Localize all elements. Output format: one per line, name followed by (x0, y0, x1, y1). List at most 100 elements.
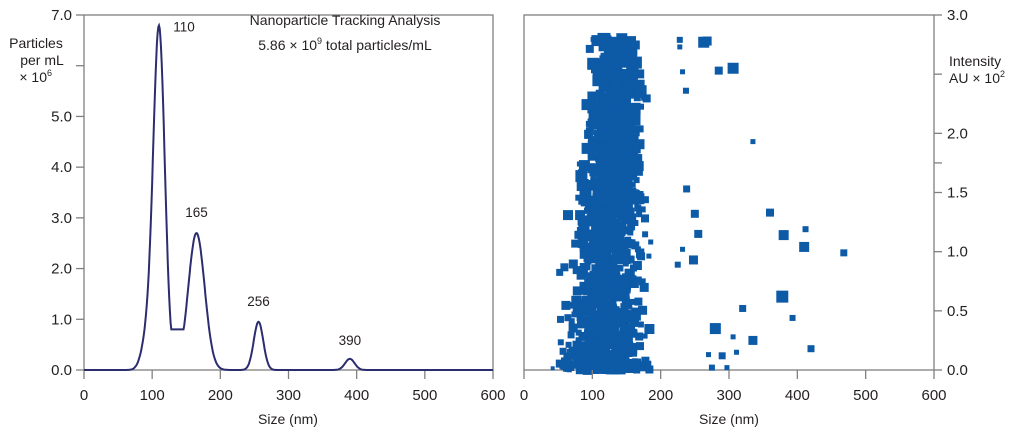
scatter-point (571, 311, 578, 318)
scatter-point (573, 343, 582, 352)
scatter-point (635, 332, 644, 341)
scatter-point (724, 365, 730, 371)
scatter-point (601, 266, 609, 274)
scatter-point (578, 169, 584, 175)
scatter-point (578, 235, 587, 244)
scatter-point (595, 89, 601, 95)
scatter-point (576, 313, 585, 322)
scatter-point (646, 253, 652, 259)
scatter-point (625, 203, 633, 211)
scatter-point (626, 187, 637, 198)
scatter-point (606, 225, 612, 231)
y-tick-label: 1.5 (947, 185, 968, 202)
scatter-point (610, 306, 620, 316)
scatter-point (621, 360, 626, 365)
scatter-point (610, 115, 618, 123)
scatter-point (559, 361, 567, 369)
scatter-point (625, 106, 635, 116)
scatter-point (603, 302, 610, 309)
scatter-point (610, 312, 621, 323)
scatter-point (625, 236, 632, 243)
scatter-point (599, 247, 609, 257)
scatter-point (619, 239, 628, 248)
scatter-point (586, 231, 596, 241)
scatter-point (627, 222, 636, 231)
y-tick-label: 3.0 (947, 7, 968, 24)
scatter-point (634, 297, 643, 306)
scatter-point (603, 101, 611, 108)
scatter-point (600, 322, 607, 330)
scatter-point (626, 255, 635, 264)
scatter-point (588, 287, 594, 293)
peak-label: 110 (173, 20, 195, 35)
scatter-point (620, 125, 631, 136)
x-tick-label: 500 (853, 387, 878, 404)
scatter-point (611, 127, 618, 134)
scatter-point (609, 244, 617, 252)
scatter-point (592, 268, 603, 279)
scatter-point (604, 173, 614, 183)
scatter-point (584, 340, 593, 349)
scatter-point (591, 345, 599, 353)
scatter-point (622, 245, 629, 252)
scatter-point (587, 327, 593, 334)
scatter-point (609, 163, 622, 176)
scatter-point (594, 99, 603, 108)
scatter-point (609, 91, 622, 104)
scatter-point (598, 143, 612, 157)
scatter-point (638, 103, 644, 110)
scatter-point (584, 306, 592, 315)
left-y-axis-title-line2: per mL (20, 52, 64, 68)
scatter-point (718, 352, 726, 360)
scatter-point (627, 229, 634, 236)
scatter-point (578, 343, 583, 349)
scatter-point (688, 255, 698, 265)
peak-label: 256 (247, 294, 270, 309)
scatter-point (596, 308, 603, 315)
scatter-point (677, 44, 683, 50)
scatter-point (648, 239, 654, 245)
left-x-axis-title: Size (nm) (258, 411, 318, 427)
scatter-point (577, 215, 588, 226)
peak-label: 165 (185, 205, 208, 220)
scatter-point (625, 323, 635, 334)
scatter-point (591, 221, 601, 231)
scatter-point (597, 237, 605, 245)
scatter-point (636, 342, 644, 351)
scatter-point (593, 363, 603, 372)
scatter-point (617, 216, 623, 222)
scatter-point (634, 204, 642, 212)
scatter-point (597, 342, 607, 352)
scatter-point (587, 118, 597, 128)
scatter-point (706, 352, 711, 358)
scatter-point (708, 364, 715, 371)
y-tick-label: 5.0 (51, 108, 72, 125)
scatter-point (636, 211, 643, 218)
scatter-point (617, 308, 625, 317)
scatter-point (572, 302, 582, 311)
scatter-point (568, 318, 575, 325)
scatter-point (572, 340, 579, 347)
scatter-point (579, 230, 588, 239)
y-tick-label: 3.0 (51, 210, 72, 227)
scatter-point (613, 321, 620, 328)
scatter-point (587, 91, 598, 102)
scatter-point (627, 303, 633, 308)
scatter-point (619, 103, 625, 109)
scatter-point (642, 333, 648, 339)
right-y-axis-title-line2: AU × 102 (949, 69, 1005, 86)
scatter-point (571, 295, 582, 306)
scatter-point (561, 357, 567, 364)
scatter-point (585, 348, 594, 357)
scatter-point (638, 278, 646, 286)
scatter-point (585, 44, 594, 53)
scatter-point (608, 36, 620, 48)
scatter-point (629, 181, 636, 188)
scatter-point (621, 276, 628, 283)
scatter-point (611, 200, 617, 205)
scatter-point (594, 226, 604, 236)
scatter-point (690, 209, 699, 218)
scatter-point (630, 264, 637, 272)
scatter-point (595, 232, 604, 241)
scatter-point (615, 246, 626, 257)
